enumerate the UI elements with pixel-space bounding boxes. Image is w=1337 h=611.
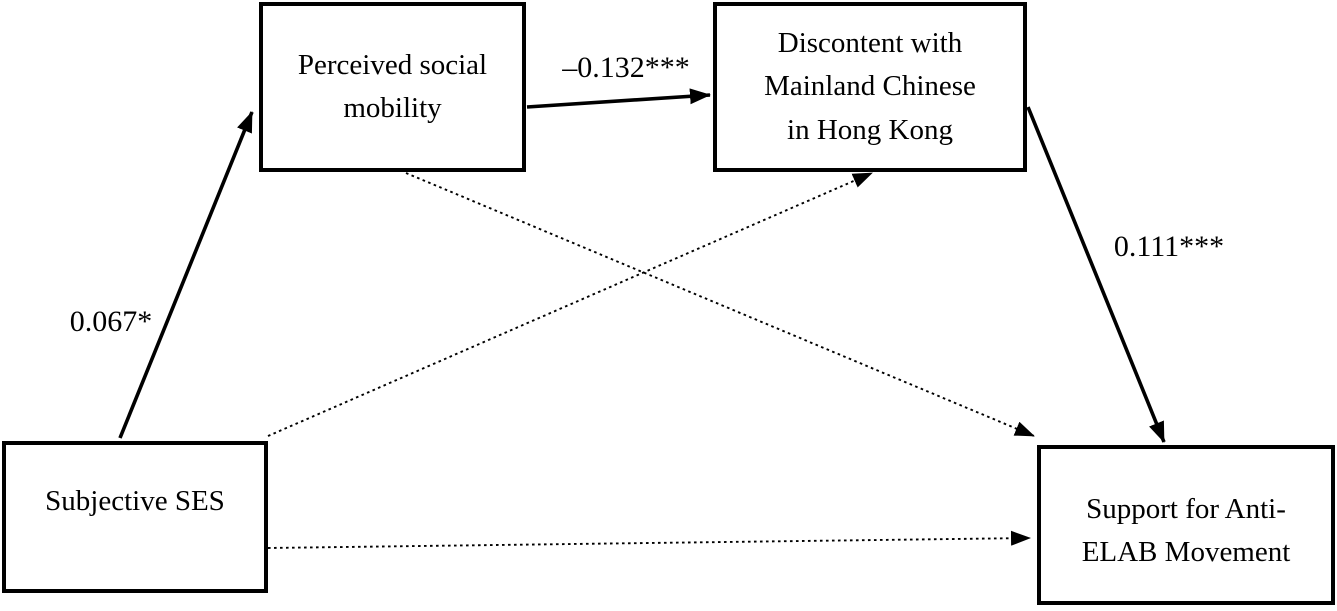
coef-label-dis-to-sup: 0.111***: [1113, 230, 1225, 263]
node-support-anti-elab: Support for Anti- ELAB Movement: [1037, 445, 1335, 605]
node-label-line: in Hong Kong: [787, 113, 953, 146]
node-discontent-mainland-chinese: Discontent with Mainland Chinese in Hong…: [713, 2, 1027, 172]
node-label-line: Subjective SES: [45, 485, 225, 518]
edge-ses-to-dis-dotted-arrow: [267, 172, 873, 437]
node-label-line: Mainland Chinese: [764, 70, 976, 103]
node-label-line: Perceived social: [297, 48, 488, 81]
node-label-line: Discontent with: [777, 26, 963, 59]
node-label-line: Support for Anti-: [1086, 492, 1286, 525]
edge-ses-to-psm-arrow: [118, 111, 254, 439]
edge-dis-to-sup-arrow: [1026, 106, 1166, 443]
coef-label-psm-to-dis: –0.132***: [562, 51, 690, 84]
node-perceived-social-mobility: Perceived social mobility: [259, 2, 526, 172]
coef-label-ses-to-psm: 0.067*: [69, 305, 153, 338]
node-subjective-ses: Subjective SES: [2, 441, 268, 593]
node-label-line: ELAB Movement: [1081, 536, 1291, 568]
edge-psm-to-dis-arrow: [526, 88, 711, 109]
edge-psm-to-sup-dotted-arrow: [405, 172, 1035, 437]
edge-ses-to-sup-dotted-arrow: [267, 530, 1031, 549]
node-label-line: mobility: [343, 92, 442, 124]
